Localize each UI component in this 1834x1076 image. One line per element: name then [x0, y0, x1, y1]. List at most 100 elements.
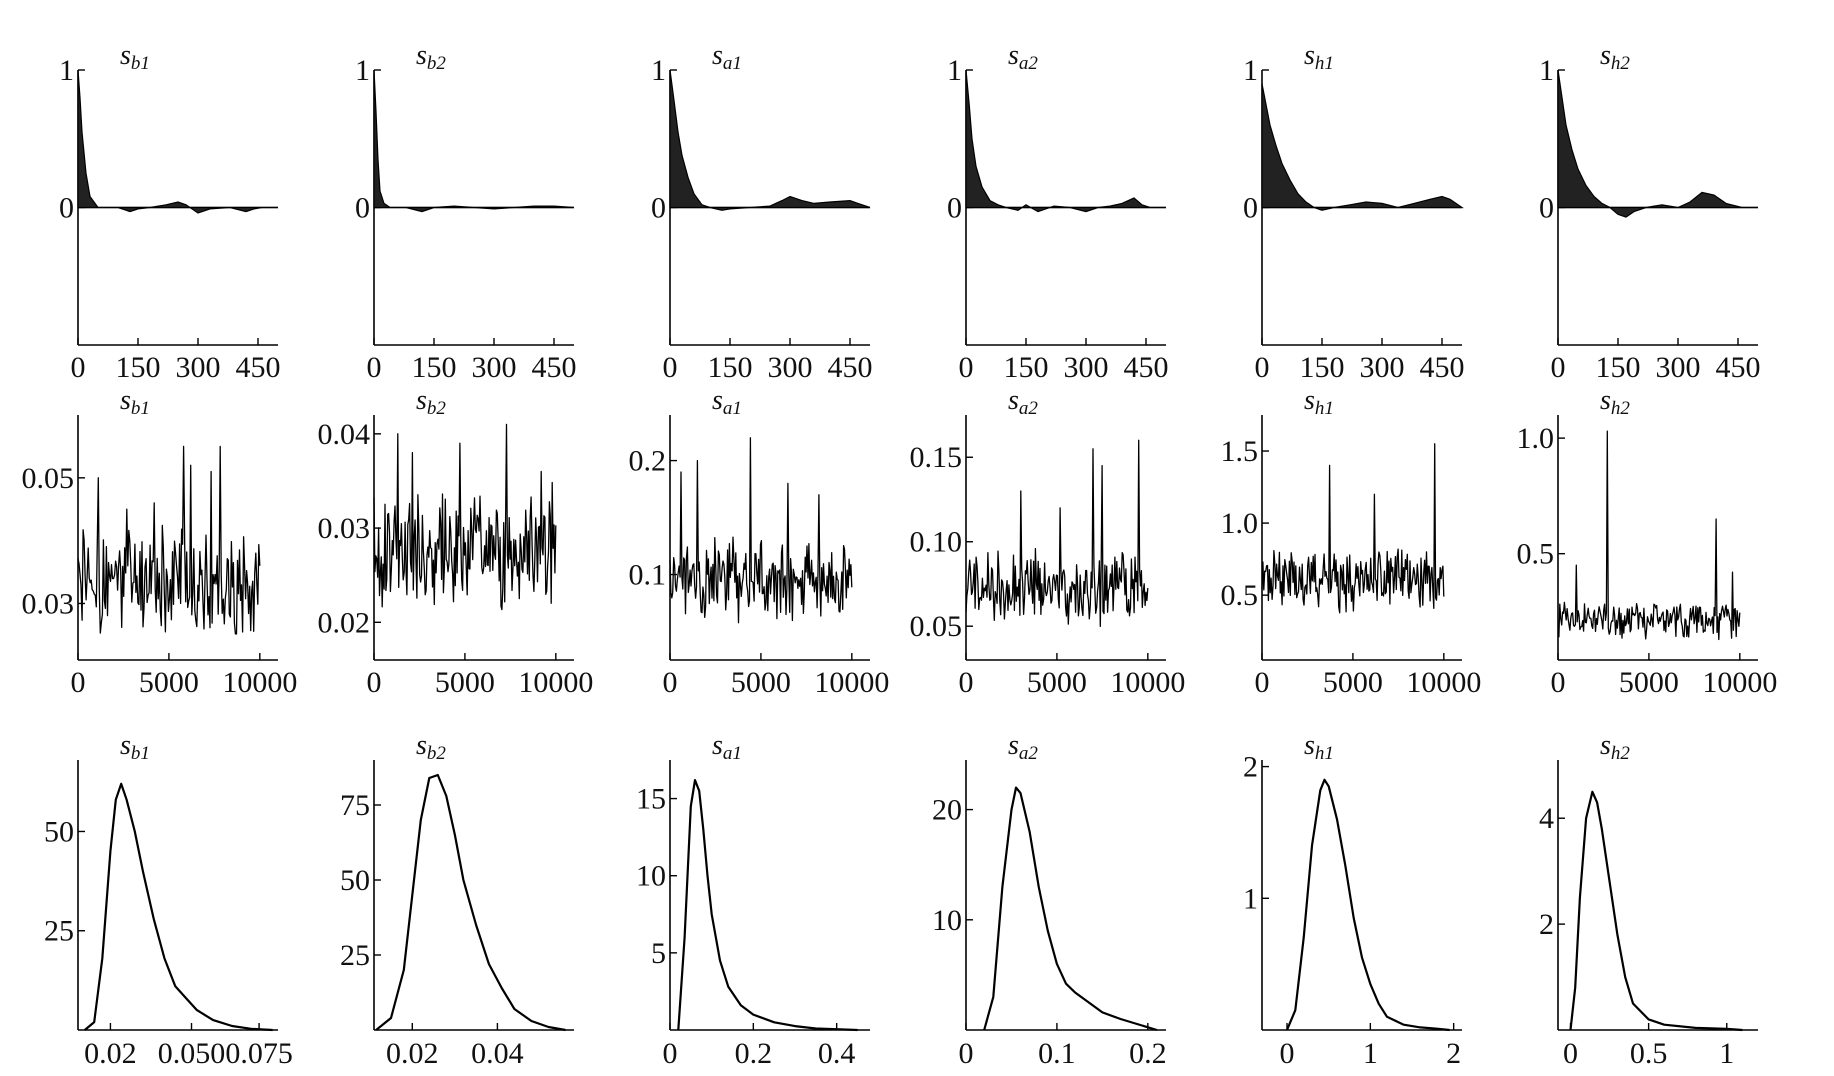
x-tick-label: 10000	[1110, 666, 1185, 699]
panel-trace-h2: sh2 1.0 0.5 0 5000 10000	[1500, 385, 1800, 730]
y-tick-label: 1	[59, 54, 74, 87]
title-subscript: b1	[131, 743, 150, 764]
chart-svg: sa2 1 0 0 150 300 450	[947, 40, 1169, 384]
x-tick-label: 0	[1551, 351, 1566, 384]
title-subscript: a1	[723, 743, 742, 764]
title-main: s	[712, 385, 723, 416]
y-tick-label: 0.10	[910, 526, 963, 559]
y-tick-label: 0	[59, 192, 74, 225]
title-main: s	[120, 730, 131, 761]
y-tick-label: 25	[340, 939, 370, 972]
y-tick-label: 0.03	[318, 512, 371, 545]
x-tick-label: 450	[828, 351, 873, 384]
x-tick-label: 150	[1596, 351, 1641, 384]
panel-density-h1: sh1 2 1 0 1 2	[1204, 730, 1504, 1075]
acf-area	[77, 69, 278, 214]
panel-title: sh2	[1600, 730, 1630, 764]
panel-title: sh2	[1600, 40, 1630, 74]
y-tick-label: 1.5	[1221, 435, 1259, 468]
chart-svg: sh1 1 0 0 150 300 450	[1243, 40, 1465, 384]
title-main: s	[1600, 385, 1611, 416]
y-tick-label: 0.04	[318, 418, 371, 451]
acf-area	[669, 69, 871, 211]
x-tick-label: 0	[959, 351, 974, 384]
title-subscript: b2	[427, 53, 447, 74]
x-tick-label: 0.02	[386, 1037, 439, 1070]
x-tick-label: 150	[116, 351, 161, 384]
x-tick-label: 450	[532, 351, 577, 384]
title-main: s	[712, 730, 723, 761]
y-tick-label: 4	[1539, 802, 1554, 835]
chart-svg: sh2 1.0 0.5 0 5000 10000	[1517, 385, 1778, 699]
y-tick-label: 75	[340, 789, 370, 822]
trace-series	[77, 445, 261, 635]
y-tick-label: 0.05	[22, 462, 75, 495]
title-subscript: b1	[131, 53, 150, 74]
y-tick-label: 0.5	[1517, 538, 1555, 571]
x-tick-label: 300	[176, 351, 221, 384]
panel-title: sa1	[712, 385, 742, 419]
title-main: s	[1008, 730, 1019, 761]
y-tick-label: 2	[1539, 908, 1554, 941]
y-tick-label: 0.15	[910, 441, 963, 474]
x-tick-label: 300	[1656, 351, 1701, 384]
y-tick-label: 0.5	[1221, 579, 1259, 612]
x-tick-label: 300	[1360, 351, 1405, 384]
title-subscript: a2	[1019, 398, 1039, 419]
panel-density-b1: sb1 50 25 0.02 0.050 0.075	[20, 730, 320, 1075]
density-curve	[84, 782, 273, 1032]
title-subscript: a1	[723, 398, 742, 419]
x-tick-label: 450	[1716, 351, 1761, 384]
y-tick-label: 0	[1539, 192, 1554, 225]
x-tick-label: 0	[1280, 1037, 1295, 1070]
panel-title: sb2	[416, 40, 446, 74]
x-tick-label: 5000	[1323, 666, 1383, 699]
chart-svg: sa2 20 10 0 0.1 0.2	[932, 730, 1167, 1070]
x-tick-label: 5000	[1027, 666, 1087, 699]
y-tick-label: 1	[947, 54, 962, 87]
y-tick-label: 0	[1243, 192, 1258, 225]
title-main: s	[120, 385, 131, 416]
x-tick-label: 0	[959, 666, 974, 699]
x-tick-label: 450	[236, 351, 281, 384]
y-tick-label: 50	[340, 864, 370, 897]
x-tick-label: 0	[1255, 666, 1270, 699]
panel-title: sb2	[416, 730, 446, 764]
x-tick-label: 1	[1363, 1037, 1378, 1070]
title-subscript: h1	[1315, 398, 1334, 419]
panel-trace-h1: sh1 1.5 1.0 0.5 0 5000 10000	[1204, 385, 1504, 730]
panel-trace-a2: sa2 0.15 0.10 0.05 0 5000 10000	[908, 385, 1208, 730]
panel-title: sh1	[1304, 40, 1334, 74]
x-tick-label: 0.2	[1129, 1037, 1167, 1070]
x-tick-label: 0.02	[84, 1037, 137, 1070]
density-curve	[983, 786, 1158, 1032]
title-subscript: b1	[131, 398, 150, 419]
x-tick-label: 1	[1719, 1037, 1734, 1070]
title-subscript: a1	[723, 53, 742, 74]
x-tick-label: 0	[663, 666, 678, 699]
chart-svg: sh1 2 1 0 1 2	[1243, 730, 1462, 1070]
y-tick-label: 1	[1539, 54, 1554, 87]
density-curve	[677, 778, 858, 1032]
density-curve	[1569, 790, 1743, 1032]
acf-area	[373, 69, 575, 213]
x-tick-label: 5000	[1619, 666, 1679, 699]
x-tick-label: 300	[1064, 351, 1109, 384]
title-subscript: h2	[1611, 53, 1631, 74]
x-tick-label: 300	[768, 351, 813, 384]
panel-title: sa1	[712, 730, 742, 764]
x-tick-label: 0.1	[1038, 1037, 1076, 1070]
panel-density-b2: sb2 75 50 25 0.02 0.04	[316, 730, 616, 1075]
panel-title: sa2	[1008, 730, 1038, 764]
title-subscript: b2	[427, 743, 447, 764]
chart-svg: sb1 1 0 0 150 300 450	[59, 40, 281, 384]
panel-title: sb2	[416, 385, 446, 419]
title-subscript: a2	[1019, 743, 1039, 764]
chart-svg: sb2 1 0 0 150 300 450	[355, 40, 577, 384]
panel-autocorrelation-a2: sa2 1 0 0 150 300 450	[908, 40, 1208, 385]
x-tick-label: 0	[71, 666, 86, 699]
panel-density-a1: sa1 15 10 5 0 0.2 0.4	[612, 730, 912, 1075]
trace-series	[669, 437, 853, 624]
panel-trace-a1: sa1 0.2 0.1 0 5000 10000	[612, 385, 912, 730]
x-tick-label: 450	[1124, 351, 1169, 384]
